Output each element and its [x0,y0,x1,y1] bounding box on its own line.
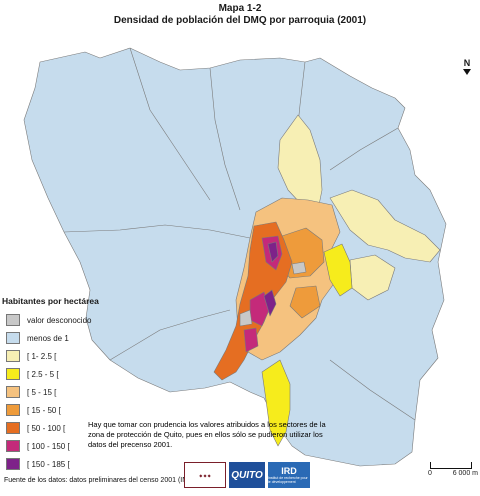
legend-swatch [6,404,20,416]
legend-label: [ 100 - 150 [ [27,441,70,451]
parish-east-yellow [323,243,353,297]
north-arrow-icon [463,69,471,75]
map-subtitle: Densidad de población del DMQ por parroq… [113,15,367,26]
parish-ne-pale [277,114,323,211]
scale-bar-line [430,462,472,469]
legend-title: Habitantes por hectárea [2,296,99,306]
map-note: Hay que tomar con prudencia los valores … [88,420,326,449]
legend-swatch [6,350,20,362]
legend-label: [ 5 - 15 [ [27,387,57,397]
parish-dense-south [243,327,259,353]
legend-item: [ 50 - 100 [ [2,419,142,437]
scale-bar: 0 6 000 m [428,462,478,477]
legend-swatch [6,458,20,470]
legend-swatch [6,422,20,434]
ird-logo-text: IRD [281,466,297,476]
ird-logo-subtext: Institut de recherche pour le développem… [268,476,308,484]
legend-item: menos de 1 [2,329,142,347]
parish-south-yellow [261,359,291,447]
legend-label: [ 150 - 185 [ [27,459,70,469]
parish-border-e [329,127,399,171]
legend-item: [ 150 - 185 [ [2,455,142,473]
legend-label: [ 50 - 100 [ [27,423,66,433]
parish-densest [263,289,277,317]
legend-label: [ 15 - 50 [ [27,405,61,415]
legend-item: [ 2.5 - 5 [ [2,365,142,383]
legend-label: [ 1- 2.5 [ [27,351,57,361]
legend-item: valor desconocido [2,311,142,329]
parish-unknown-1 [291,261,307,275]
legend-item: [ 5 - 15 [ [2,383,142,401]
legend-item: [ 1- 2.5 [ [2,347,142,365]
parish-unknown-2 [239,309,253,327]
legend-swatch [6,314,20,326]
ird-logo: IRD Institut de recherche pour le dévelo… [268,462,310,488]
north-arrow: N [460,58,474,75]
scale-start-label: 0 [428,470,432,477]
legend-label: valor desconocido [27,315,92,325]
legend-label: menos de 1 [27,333,69,343]
parish-border-nw [129,47,211,201]
legend-item: [ 15 - 50 [ [2,401,142,419]
legend-items: valor desconocido menos de 1 [ 1- 2.5 [ [ 2… [2,311,142,473]
parish-border-w [63,224,251,239]
quito-logo: QUITO [229,462,265,488]
title-block: Mapa 1-2 Densidad de población del DMQ p… [0,3,480,27]
legend-swatch [6,440,20,452]
legend-swatch [6,368,20,380]
parish-border-se [329,359,416,421]
legend-item: [ 100 - 150 [ [2,437,142,455]
parish-densest-2 [267,241,279,263]
map-title: Mapa 1-2 [218,3,262,14]
legend-swatch [6,386,20,398]
parish-mid-orange-2 [289,285,321,319]
parish-east-pale [329,189,441,263]
scale-end-label: 6 000 m [452,470,478,477]
logos: ◆ ◆ ◆ QUITO IRD Institut de recherche po… [184,462,310,488]
legend: Habitantes por hectárea valor desconocid… [2,296,142,473]
parish-border-n [209,67,241,211]
parish-border-sw [109,309,231,361]
imm-logo: ◆ ◆ ◆ [184,462,226,488]
legend-swatch [6,332,20,344]
north-label: N [463,58,471,68]
legend-label: [ 2.5 - 5 [ [27,369,59,379]
source-text: Fuente de los datos: datos preliminares … [4,477,200,484]
